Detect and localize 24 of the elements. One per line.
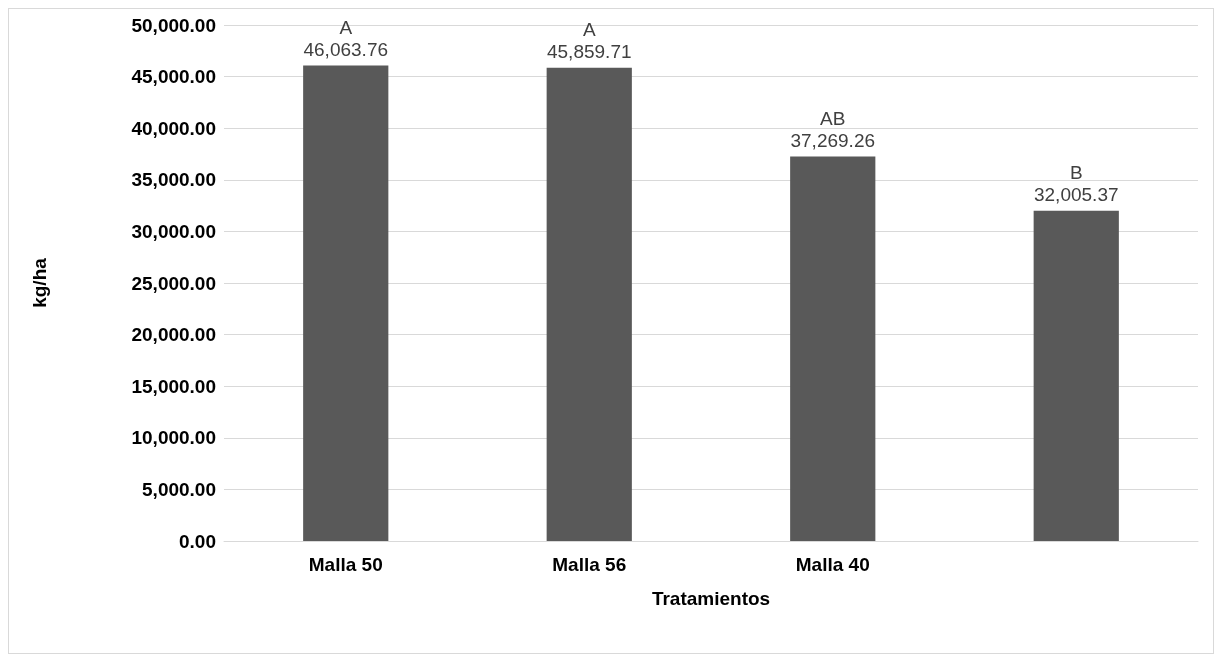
y-tick-label: 50,000.00 (131, 14, 216, 36)
y-tick-label: 40,000.00 (131, 117, 216, 139)
x-tick-label: Malla 40 (795, 554, 870, 575)
y-tick-label: 30,000.00 (131, 220, 216, 242)
bar (790, 156, 876, 541)
x-axis-title: Tratamientos (651, 588, 771, 609)
data-label: A 45,859.71 (546, 19, 632, 63)
data-label: A 46,063.76 (303, 17, 389, 61)
bar (303, 65, 389, 541)
data-label: AB 37,269.26 (790, 107, 876, 151)
y-tick-label: 35,000.00 (131, 169, 216, 191)
x-tick-label: Malla 56 (552, 554, 627, 575)
y-tick-label: 5,000.00 (142, 478, 216, 500)
y-tick-label: 20,000.00 (131, 324, 216, 346)
y-tick-label: 0.00 (179, 530, 216, 552)
bar (546, 67, 632, 541)
bar (1033, 210, 1119, 541)
x-tick-label: Malla 50 (308, 554, 383, 575)
y-tick-label: 45,000.00 (131, 66, 216, 88)
y-tick-label: 25,000.00 (131, 272, 216, 294)
y-tick-label: 10,000.00 (131, 427, 216, 449)
y-tick-label: 15,000.00 (131, 375, 216, 397)
y-axis-title: kg/ha (29, 257, 50, 308)
data-label: B 32,005.37 (1033, 162, 1119, 206)
